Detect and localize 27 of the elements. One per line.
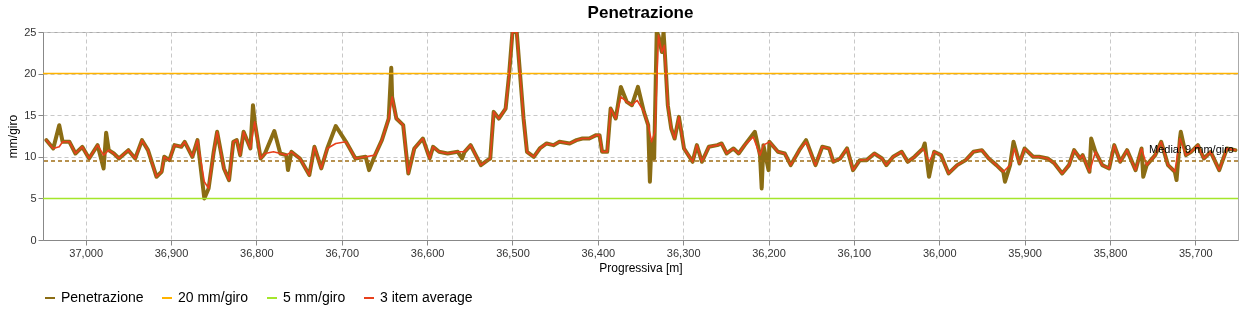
x-tick-label: 36,500 — [496, 246, 530, 259]
legend-label: 5 mm/giro — [283, 289, 346, 305]
x-tick-label: 36,900 — [154, 246, 189, 259]
y-tick-label: 25 — [24, 25, 37, 38]
x-tick-label: 36,000 — [922, 246, 957, 259]
y-tick-label: 10 — [24, 150, 37, 163]
y-tick-label: 15 — [24, 108, 37, 121]
x-tick-label: 36,100 — [837, 246, 872, 259]
x-tick-label: 36,200 — [752, 246, 786, 259]
x-axis-title: Progressiva [m] — [599, 260, 683, 275]
x-tick-label: 35,800 — [1093, 246, 1128, 259]
y-tick-label: 5 — [30, 191, 37, 204]
x-tick-label: 36,800 — [240, 246, 274, 259]
y-tick-label: 20 — [24, 67, 37, 80]
legend-label: Penetrazione — [61, 289, 144, 305]
y-axis-title: mm/giro — [6, 114, 21, 159]
x-tick-label: 36,400 — [581, 246, 616, 259]
x-tick-label: 35,700 — [1178, 246, 1213, 259]
x-tick-label: 36,300 — [666, 246, 701, 259]
x-tick-label: 37,000 — [69, 246, 104, 259]
x-tick-label: 36,600 — [410, 246, 445, 259]
x-tick-label: 36,700 — [325, 246, 360, 259]
chart-title: Penetrazione — [587, 3, 694, 22]
x-tick-label: 35,900 — [1008, 246, 1042, 259]
legend-label: 20 mm/giro — [178, 289, 249, 305]
legend-label: 3 item average — [380, 289, 473, 305]
y-tick-label: 0 — [30, 233, 37, 246]
